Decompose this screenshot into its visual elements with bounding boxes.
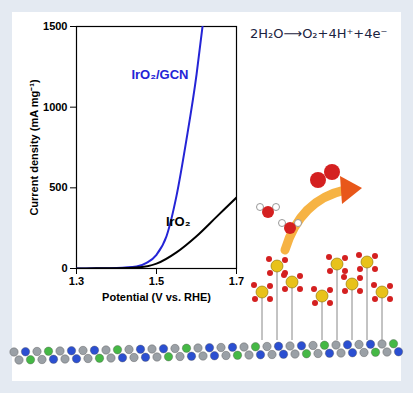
svg-text:1.7: 1.7 xyxy=(229,275,244,287)
svg-text:0: 0 xyxy=(61,262,67,274)
svg-text:1000: 1000 xyxy=(43,101,67,113)
html-text:2H₂O⟶O₂+4H⁺+4e⁻: 2H₂O⟶O₂+4H⁺+4e⁻ xyxy=(250,26,388,41)
svg-text:500: 500 xyxy=(49,181,67,193)
svg-text:1.3: 1.3 xyxy=(69,275,84,287)
svg-text:IrO₂/GCN: IrO₂/GCN xyxy=(131,67,188,82)
svg-text:Potential (V vs. RHE): Potential (V vs. RHE) xyxy=(102,291,211,303)
svg-text:Current density (mA mg⁻¹): Current density (mA mg⁻¹) xyxy=(28,79,40,216)
svg-text:1500: 1500 xyxy=(43,20,67,32)
svg-text:1.5: 1.5 xyxy=(149,275,164,287)
svg-text:IrO₂: IrO₂ xyxy=(166,214,191,229)
